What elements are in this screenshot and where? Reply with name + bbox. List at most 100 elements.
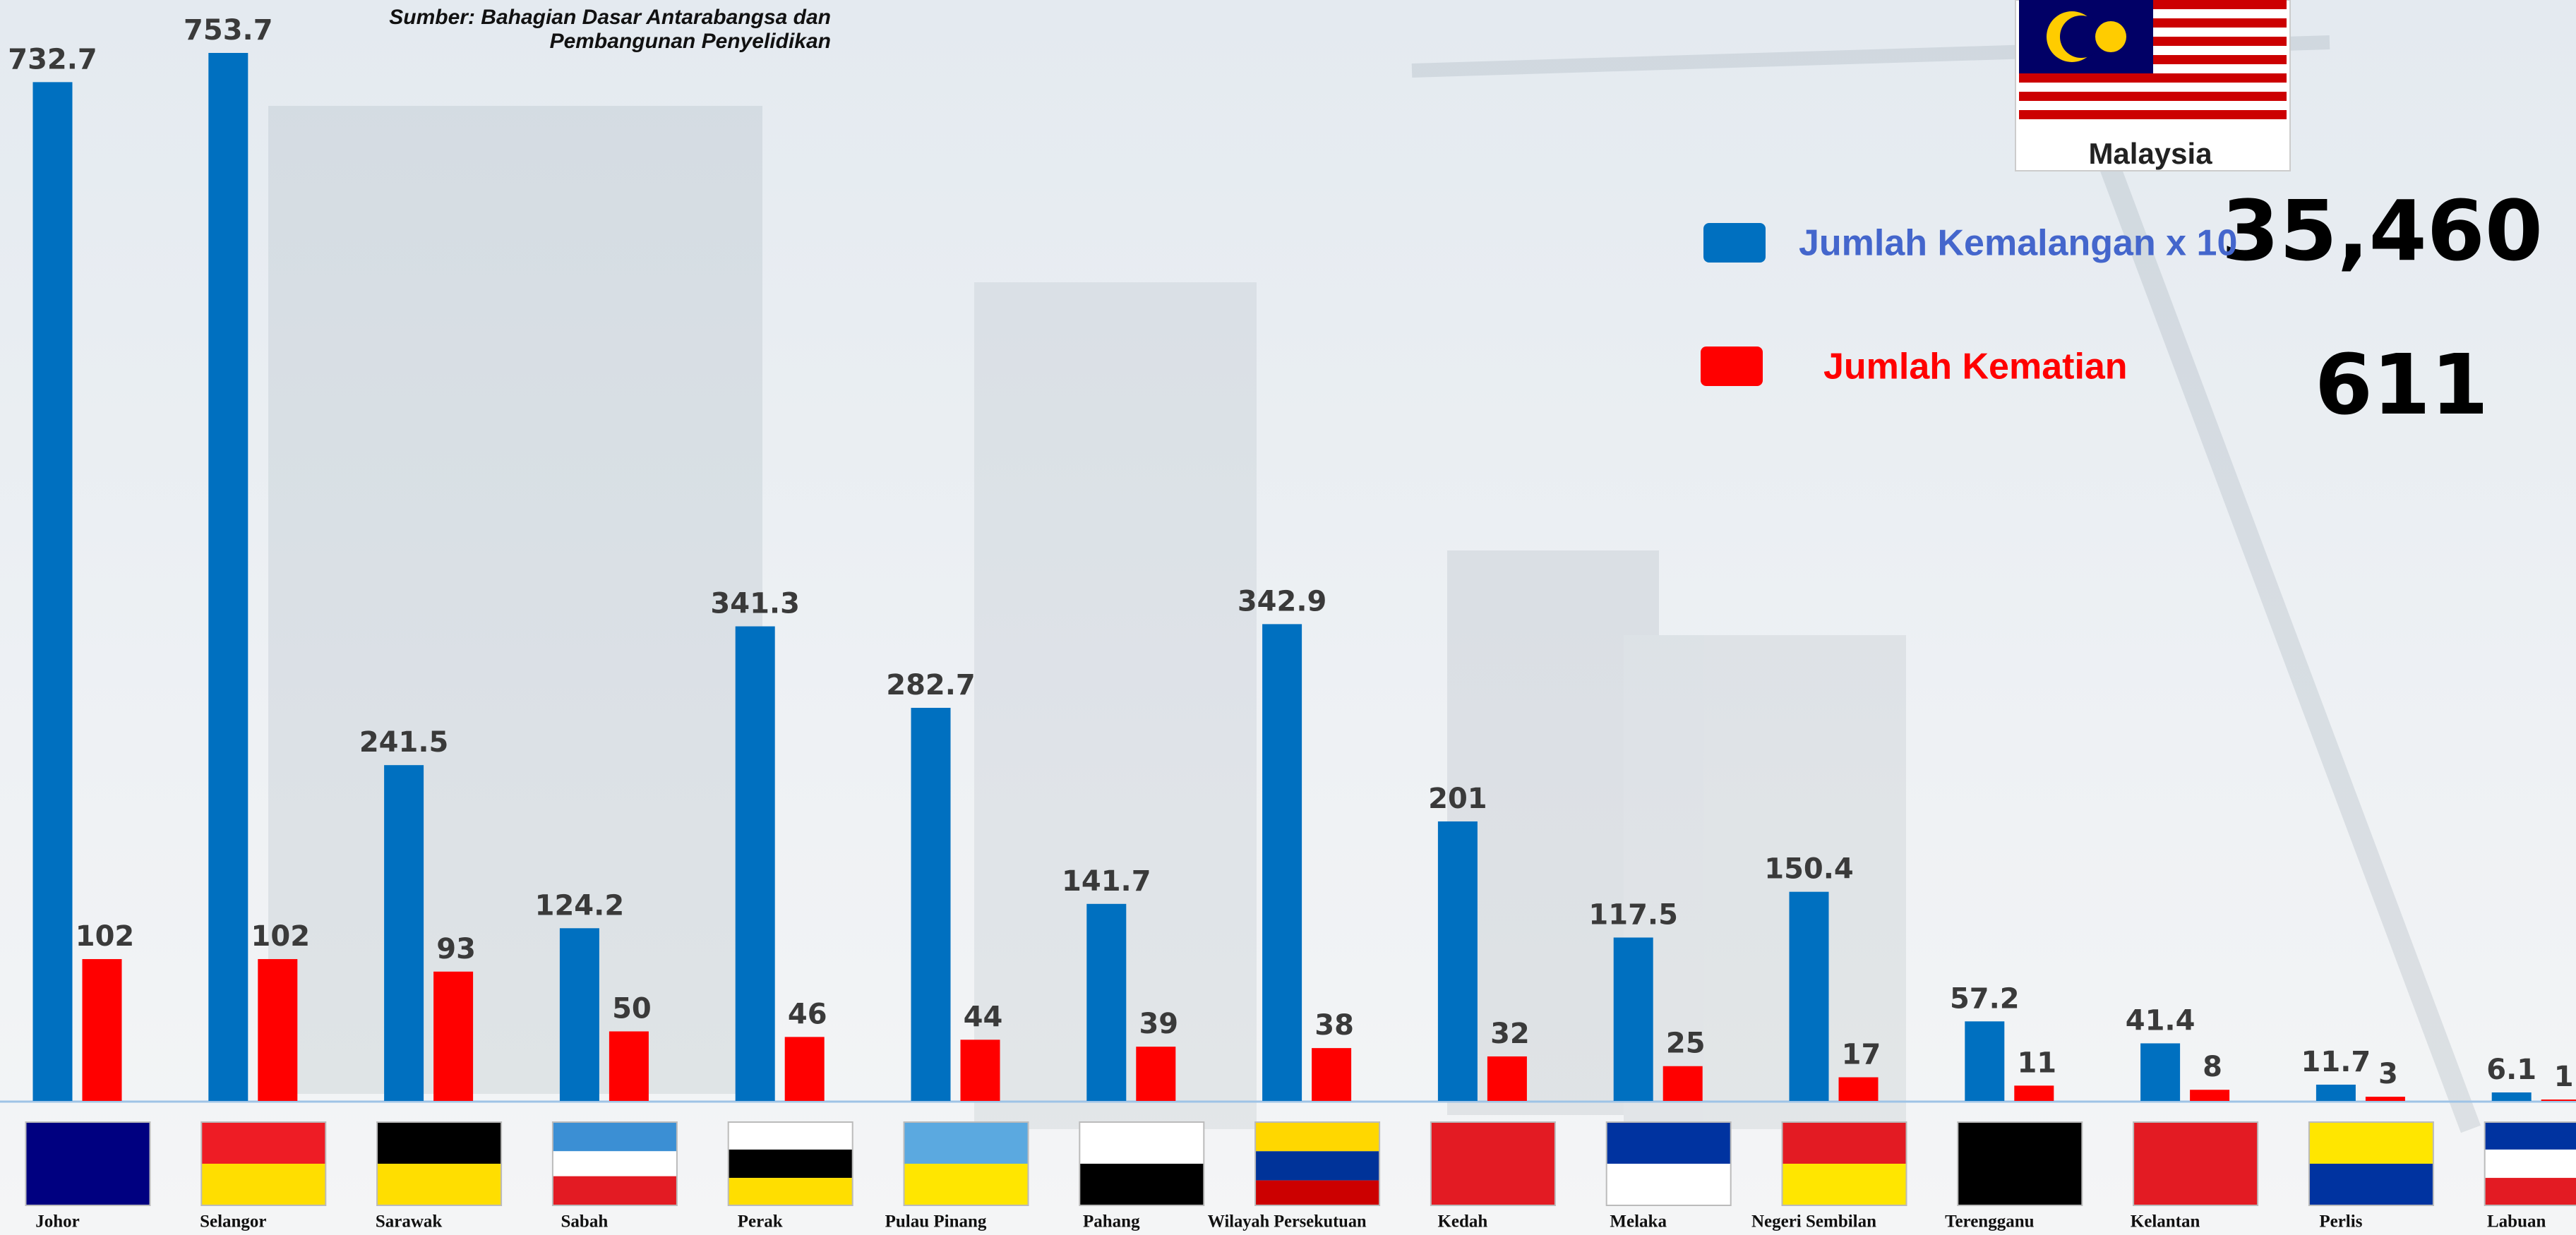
state-flag [1958,1122,2082,1205]
value-label: 93 [436,933,476,965]
state-flag [1255,1122,1379,1205]
value-label: 102 [251,920,311,953]
flag-stripe [2309,1164,2433,1205]
state-flag [1607,1122,1731,1205]
value-label: 102 [76,920,135,953]
bar [2316,1085,2356,1101]
bar [785,1037,825,1101]
country-label: Malaysia [2088,137,2212,170]
value-label: 732.7 [8,43,97,76]
bar [33,82,73,1101]
state-flag [2309,1122,2433,1205]
flag-stripe [377,1164,501,1205]
bar [2190,1090,2229,1101]
legend-swatch [1701,347,1763,386]
bar [433,972,473,1101]
value-label: 341.3 [710,588,800,620]
source-line: Sumber: Bahagian Dasar Antarabangsa dan [389,6,831,29]
flag-stripe [553,1176,677,1205]
state-flag [377,1122,501,1205]
x-tick-label: Terengganu [1945,1212,2035,1231]
value-label: 41.4 [2126,1004,2195,1037]
bar [2014,1085,2054,1101]
state-flag [1431,1122,1555,1205]
flag-stripe [1255,1181,1379,1205]
value-label: 753.7 [184,14,273,47]
flag-stripe [1607,1122,1731,1164]
value-label: 8 [2203,1051,2222,1083]
state-flag [201,1122,325,1205]
state-flag [904,1122,1029,1205]
flag-stripe [553,1151,677,1176]
bar [961,1040,1000,1101]
x-tick-label: Perak [738,1212,783,1231]
flag-stripe [2485,1122,2576,1150]
value-label: 124.2 [535,889,625,922]
state-flag [1079,1122,1204,1205]
bar [1086,904,1126,1101]
bar [1136,1047,1175,1101]
flag-stripe [729,1122,853,1150]
value-label: 44 [964,1001,1003,1033]
x-tick-label: Sarawak [376,1212,443,1231]
legend-swatch [1703,223,1766,263]
x-tick-label: Labuan [2487,1212,2546,1231]
flag-stripe [1958,1122,2082,1205]
value-label: 201 [1428,783,1487,815]
x-tick-label: Kelantan [2131,1212,2200,1231]
value-label: 241.5 [359,726,449,759]
x-tick-label: Negeri Sembilan [1751,1212,1876,1231]
bar [1839,1078,1879,1101]
x-tick-label: Sabah [561,1212,609,1231]
flag-stripe [2485,1150,2576,1178]
x-tick-label: Kedah [1437,1212,1487,1231]
source-line: Pembangunan Penyelidikan [550,30,831,53]
value-label: 11.7 [2301,1046,2371,1078]
bar [1663,1066,1703,1101]
bar [609,1031,649,1101]
bar [2541,1100,2576,1101]
flag-stripe [1607,1164,1731,1205]
flag-stripe [201,1122,325,1164]
x-tick-label: Pulau Pinang [885,1212,987,1231]
x-tick-label: Wilayah Persekutuan [1208,1212,1367,1231]
value-label: 6.1 [2486,1054,2536,1086]
flag-stripe [1255,1151,1379,1180]
state-flag [553,1122,677,1205]
total-accidents: 35,460 [2222,182,2543,279]
value-label: 50 [612,992,652,1025]
state-flag [26,1122,150,1205]
bar [2492,1092,2532,1101]
bar [1790,892,1829,1101]
bar [1262,624,1302,1101]
flag-stripe [201,1164,325,1205]
value-label: 342.9 [1238,585,1327,618]
value-label: 117.5 [1588,898,1678,931]
bar [736,627,775,1101]
value-label: 38 [1314,1009,1354,1042]
chart: Sumber: Bahagian Dasar Antarabangsa dan … [0,0,2576,1235]
flag-stripe [2309,1122,2433,1164]
value-label: 282.7 [886,669,976,701]
flag-stripe [553,1122,677,1151]
flag-stripe [729,1150,853,1178]
x-tick-label: Pahang [1083,1212,1140,1231]
x-tick-label: Selangor [200,1212,266,1231]
x-tick-label: Perlis [2319,1212,2362,1231]
flag-stripe [26,1122,150,1205]
flag-stripe [904,1164,1029,1205]
x-tick-label: Melaka [1610,1212,1667,1231]
bar [2366,1097,2405,1101]
bar [1965,1021,2004,1101]
bar [911,708,951,1101]
flag-stripe [1079,1164,1204,1205]
value-label: 11 [2017,1047,2056,1079]
value-label: 57.2 [1950,982,2020,1015]
bar [1438,821,1478,1101]
value-label: 32 [1490,1018,1530,1050]
state-flag [729,1122,853,1205]
state-flag [2133,1122,2258,1205]
bar [1312,1048,1351,1101]
bar [384,765,424,1101]
x-tick-label: Johor [35,1212,80,1231]
